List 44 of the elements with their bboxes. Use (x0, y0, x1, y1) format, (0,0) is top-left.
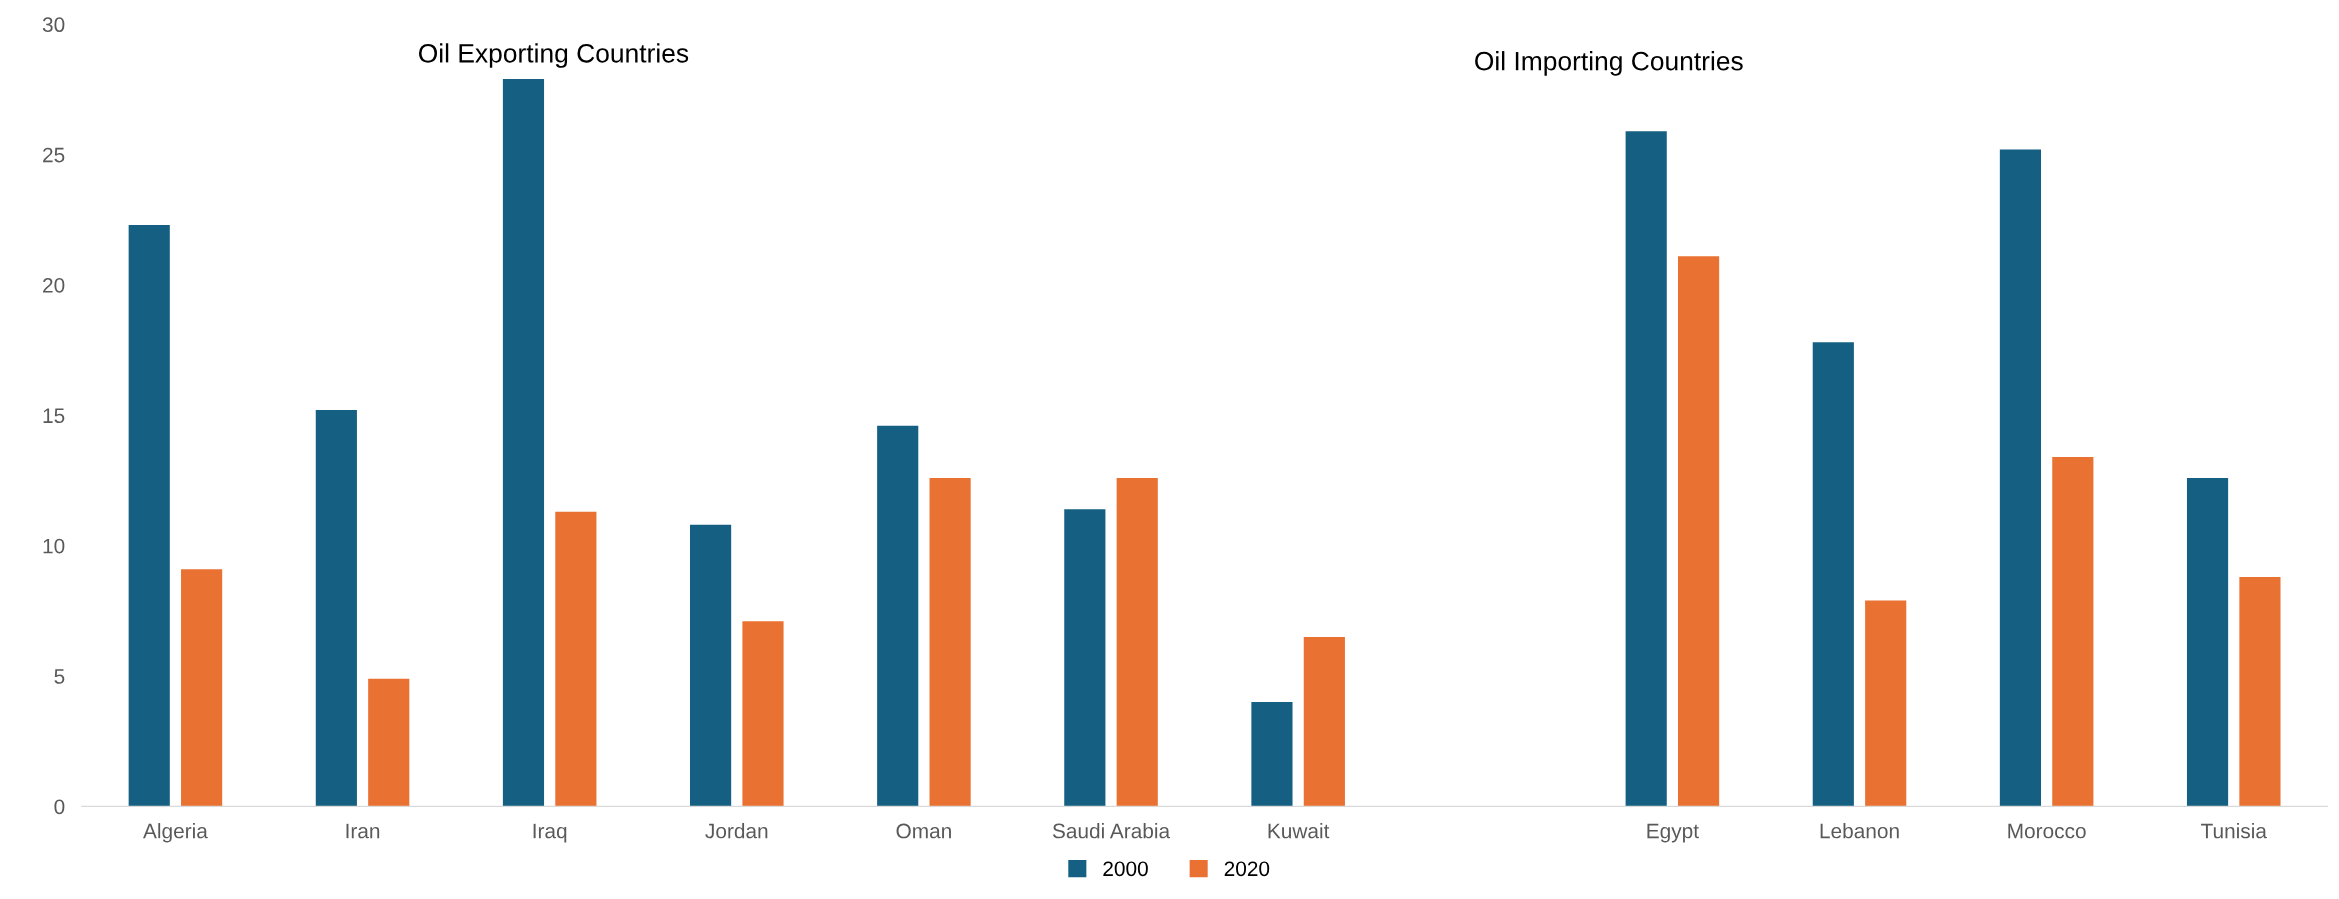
bar (1865, 600, 1907, 807)
bar (1625, 131, 1667, 807)
bar (877, 425, 919, 807)
bar (929, 477, 971, 807)
bar (128, 225, 170, 807)
y-tick-label: 15 (43, 408, 65, 424)
bar (1116, 477, 1158, 807)
bar (2186, 477, 2229, 807)
bar (315, 410, 357, 807)
y-tick-label: 10 (43, 538, 65, 554)
x-tick-label: Saudi Arabia (1052, 823, 1171, 839)
legend-label: 2020 (1224, 861, 1270, 877)
bar (1303, 636, 1345, 807)
legend-label: 2000 (1103, 861, 1148, 877)
x-tick-label: Iran (346, 823, 380, 839)
bar (502, 79, 545, 807)
bar (555, 511, 597, 807)
bar (1064, 509, 1106, 807)
annotation: Oil Importing Countries (1475, 51, 1743, 76)
x-tick-label: Jordan (705, 823, 768, 839)
x-tick-label: Kuwait (1268, 823, 1330, 839)
x-tick-label: Algeria (143, 823, 208, 843)
bar (2052, 457, 2094, 807)
bar (690, 524, 732, 807)
annotation: Oil Exporting Countries (419, 43, 689, 68)
y-tick-label: 20 (43, 277, 65, 293)
x-tick-label: Iraq (533, 823, 567, 843)
bar (1812, 342, 1854, 807)
bar (742, 621, 784, 807)
bar (181, 569, 223, 807)
x-tick-label: Oman (896, 823, 951, 839)
y-tick-label: 25 (43, 147, 65, 163)
bar (1999, 149, 2042, 807)
y-tick-label: 0 (54, 799, 65, 815)
x-tick-label: Lebanon (1820, 823, 1899, 839)
bar (1251, 702, 1293, 807)
bar (368, 678, 410, 807)
x-tick-label: Tunisia (2201, 823, 2267, 839)
y-tick-label: 30 (42, 17, 65, 33)
x-tick-label: Egypt (1647, 823, 1699, 843)
x-tick-label: Morocco (2008, 823, 2086, 839)
bar (1678, 256, 1720, 807)
y-tick-label: 5 (54, 669, 65, 684)
bar (2239, 576, 2281, 807)
